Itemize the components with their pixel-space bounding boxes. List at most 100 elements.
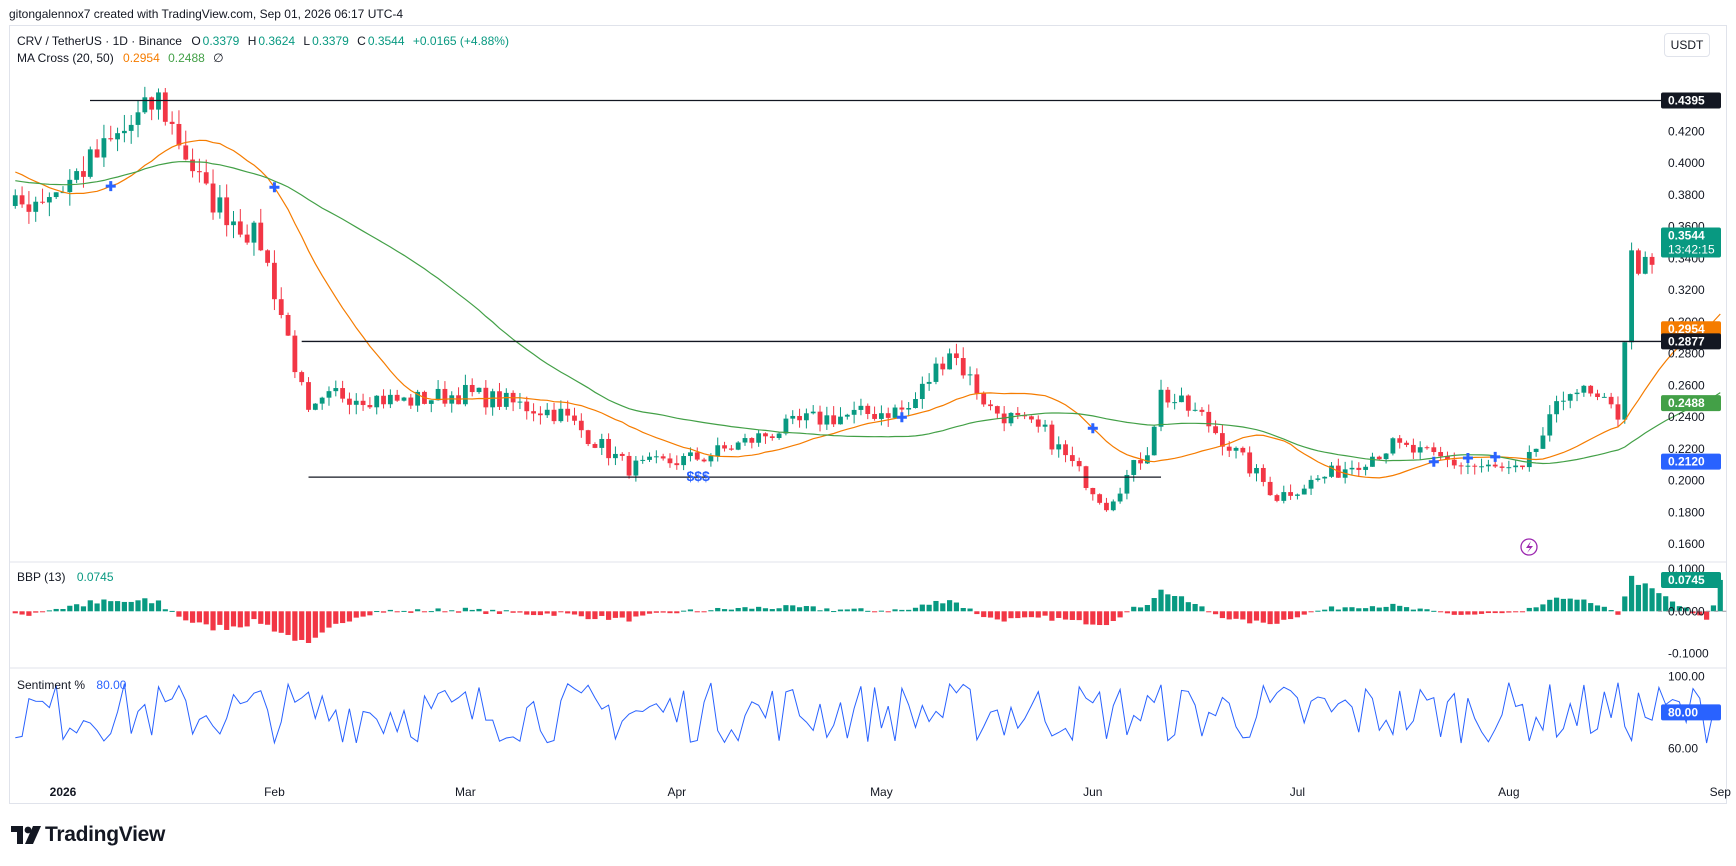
candle-body [803, 413, 809, 421]
candle-body [1138, 460, 1143, 464]
bbp-bar [346, 611, 353, 622]
candle-body [367, 405, 373, 408]
bbp-bar [224, 611, 230, 630]
bbp-bar [1294, 611, 1301, 618]
candle-body [994, 406, 1000, 414]
candle-body [128, 124, 134, 131]
bbp-bar [380, 611, 387, 613]
candle-body [1499, 466, 1505, 468]
bbp-bar [1363, 608, 1369, 612]
bbp-bar [299, 611, 305, 640]
bbp-bar [892, 609, 898, 612]
candle-body [1192, 409, 1198, 411]
ma-legend[interactable]: MA Cross (20, 50) 0.2954 0.2488 ∅ [17, 51, 226, 65]
bbp-bar [60, 609, 66, 612]
bbp-legend[interactable]: BBP (13) 0.0745 [17, 570, 116, 584]
candle-body [1144, 455, 1150, 464]
bbp-bar [871, 611, 878, 613]
candle-body [1636, 250, 1641, 274]
bbp-bar [326, 611, 332, 628]
candle-body [1390, 438, 1396, 454]
price-axis-tick: 0.2400 [1668, 410, 1705, 424]
price-label-box [1661, 321, 1721, 338]
bbp-bar [1588, 603, 1594, 612]
time-axis-tick: Apr [667, 785, 686, 799]
ma-fast-value: 0.2954 [123, 51, 160, 65]
open-value: 0.3379 [202, 34, 240, 48]
candle-body [149, 97, 155, 110]
symbol-name[interactable]: CRV / TetherUS · 1D · Binance [17, 34, 182, 48]
price-label-value: 0.2120 [1668, 455, 1705, 469]
candle-body [1608, 396, 1614, 405]
candle-body [272, 262, 277, 300]
lightning-icon [1520, 538, 1538, 556]
ma-legend-name[interactable]: MA Cross (20, 50) [17, 51, 114, 65]
candle-body [763, 433, 768, 437]
bbp-bar [1144, 605, 1150, 612]
bbp-bar [776, 608, 782, 612]
sentiment-legend[interactable]: Sentiment % 80.00 [17, 678, 128, 692]
candle-body [572, 415, 577, 421]
tradingview-logo[interactable]: TradingView [11, 823, 165, 847]
tradingview-logo-icon [11, 826, 41, 844]
bbp-bar [1226, 611, 1232, 620]
candle-body [599, 438, 605, 448]
price-axis-tick: 0.2200 [1668, 442, 1705, 456]
candle-body [1308, 479, 1314, 489]
bbp-bar [933, 600, 939, 612]
candle-body [1274, 495, 1280, 501]
bbp-bar [87, 600, 93, 612]
bbp-legend-name[interactable]: BBP (13) [17, 570, 66, 584]
bbp-bar [885, 611, 891, 613]
dollar-annotation: $$$ [686, 468, 710, 484]
bbp-bar [1035, 611, 1041, 618]
candle-body [299, 372, 305, 383]
bbp-bar [1629, 575, 1635, 612]
price-label-box [1661, 333, 1721, 350]
bbp-bar [340, 611, 346, 624]
currency-button[interactable]: USDT [1664, 33, 1710, 57]
candle-body [1226, 446, 1232, 451]
candle-body [94, 149, 100, 158]
candle-body [1485, 464, 1491, 467]
candle-body [892, 407, 898, 418]
sentiment-legend-name[interactable]: Sentiment % [17, 678, 86, 692]
bbp-bar [462, 607, 468, 612]
bbp-bar [258, 611, 264, 624]
bbp-bar [1219, 611, 1225, 619]
candle-body [1520, 465, 1525, 468]
candle-body [797, 415, 802, 421]
time-axis-tick: Feb [264, 785, 285, 799]
bbp-bar [142, 598, 148, 612]
bbp-bar [1062, 611, 1069, 620]
bbp-bar [1028, 611, 1035, 618]
bbp-bar [947, 600, 953, 612]
candle-body [831, 415, 837, 425]
candle-body [1322, 476, 1328, 479]
candle-body [347, 398, 352, 405]
candle-body [142, 97, 148, 113]
price-label-value: 0.3544 [1668, 229, 1705, 243]
ma-hidden-icon[interactable]: ∅ [213, 51, 224, 65]
bbp-bar [230, 611, 237, 627]
candle-body [1185, 395, 1191, 411]
candle-body [940, 363, 946, 370]
bbp-bar [19, 611, 25, 615]
bbp-bar [292, 611, 298, 641]
price-axis-tick: 0.2800 [1668, 347, 1705, 361]
bbp-bar [790, 605, 796, 612]
bbp-bar [524, 611, 530, 615]
candle-body [1397, 438, 1403, 443]
bbp-bar [633, 611, 639, 617]
ma-cross-marker [105, 181, 116, 192]
candle-body [1431, 447, 1437, 453]
candle-body [735, 442, 741, 450]
candle-body [1110, 501, 1116, 511]
sentiment-legend-value: 80.00 [96, 678, 127, 692]
high-label: H [247, 34, 257, 48]
candle-body [844, 414, 850, 417]
bbp-bar [865, 610, 871, 612]
bbp-bar [1581, 599, 1587, 612]
